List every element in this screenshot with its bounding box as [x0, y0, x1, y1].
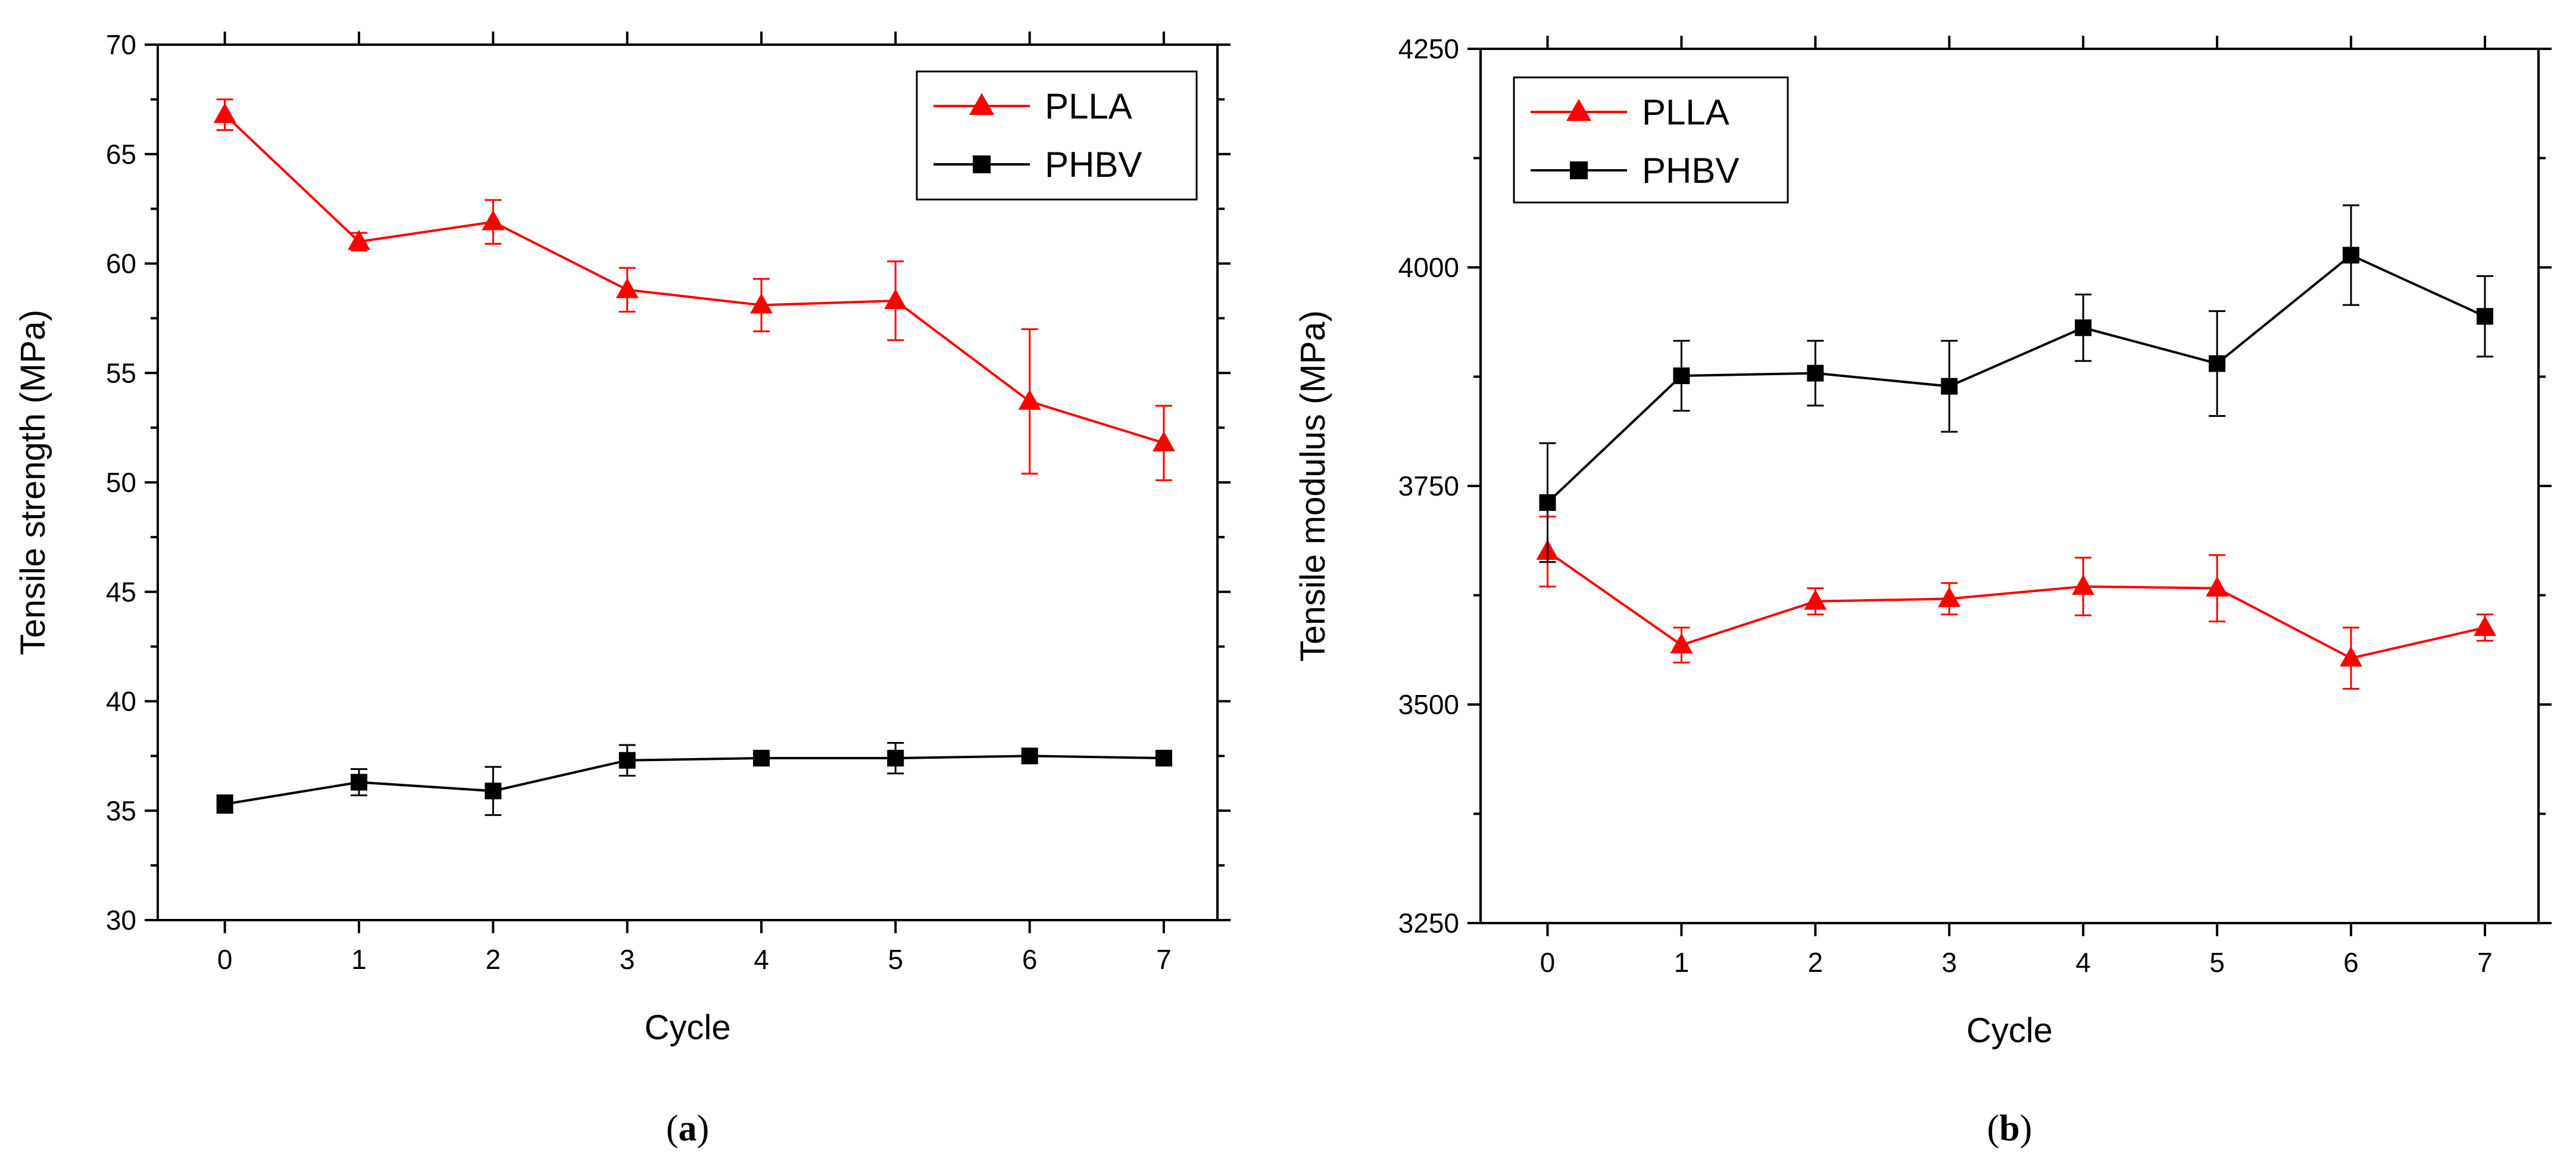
y-tick-label: 4250: [1398, 33, 1459, 64]
panel-caption-letter: a: [679, 1108, 697, 1149]
legend-box: [916, 70, 1198, 201]
data-point-plla: [2072, 574, 2095, 595]
y-tick-label: 65: [106, 139, 136, 170]
data-point-plla: [1804, 589, 1827, 610]
legend-box: [1513, 76, 1789, 204]
data-point-plla: [1018, 389, 1041, 410]
series-phbv: [216, 741, 1172, 816]
data-point-phbv: [1941, 378, 1958, 395]
legend-label: PHBV: [1642, 151, 1739, 191]
x-tick-label: 7: [1156, 944, 1172, 975]
x-tick-label: 3: [620, 944, 635, 975]
legend: PLLA PHBV: [916, 70, 1198, 201]
x-tick-label: 5: [2209, 947, 2225, 978]
legend-marker: [973, 155, 991, 173]
data-point-plla: [616, 278, 639, 298]
legend-label: PHBV: [1045, 145, 1142, 185]
data-point-phbv: [619, 752, 636, 769]
data-point-plla: [213, 102, 236, 123]
panel-caption: (a): [666, 1108, 709, 1149]
x-tick-label: 2: [1808, 947, 1824, 978]
data-point-phbv: [350, 774, 367, 791]
y-tick-label: 70: [106, 29, 136, 60]
series-line-plla: [1547, 550, 2486, 660]
y-tick-label: 60: [106, 248, 136, 279]
data-point-plla: [1938, 587, 1961, 607]
data-point-phbv: [752, 750, 770, 767]
data-point-plla: [482, 210, 505, 230]
x-tick-label: 4: [2075, 947, 2091, 978]
series-line-plla: [224, 114, 1164, 444]
panel-caption: (b): [1987, 1108, 2032, 1149]
data-point-plla: [884, 288, 907, 309]
x-tick-label: 1: [351, 944, 367, 975]
x-tick-label: 6: [2343, 947, 2359, 978]
x-tick-label: 4: [754, 944, 769, 975]
data-point-plla: [2474, 615, 2497, 636]
data-point-phbv: [1673, 367, 1690, 385]
x-tick-label: 0: [217, 944, 233, 975]
x-tick-label: 0: [1540, 947, 1556, 978]
data-point-phbv: [1539, 494, 1556, 511]
y-tick-label: 3500: [1398, 689, 1459, 720]
data-point-phbv: [2343, 247, 2360, 264]
chart-b: 0 1 2 3 4 5 6 7 3250 3500 3750 4000 4250 Cycle Tensile…: [1294, 33, 2552, 1149]
series-line-phbv: [1547, 254, 2486, 504]
y-tick-label: 45: [106, 576, 136, 607]
data-point-phbv: [2477, 308, 2494, 325]
y-tick-label: 35: [106, 795, 136, 826]
y-tick-label: 40: [106, 686, 136, 717]
panel-caption-letter: b: [1999, 1108, 2019, 1149]
data-point-phbv: [887, 750, 904, 767]
legend-marker: [1566, 99, 1591, 121]
x-tick-label: 3: [1941, 947, 1957, 978]
legend-label: PLLA: [1642, 92, 1729, 132]
x-axis-title: Cycle: [644, 1008, 730, 1047]
legend-marker: [969, 93, 994, 115]
data-point-plla: [2340, 646, 2363, 667]
x-tick-label: 5: [888, 944, 903, 975]
series-plla: [1536, 515, 2497, 690]
data-point-plla: [2206, 576, 2229, 597]
data-point-phbv: [216, 796, 233, 813]
x-tick-label: 2: [485, 944, 501, 975]
y-tick-label: 30: [106, 905, 136, 936]
y-tick-label: 4000: [1398, 252, 1459, 283]
y-tick-label: 3250: [1398, 908, 1459, 939]
data-point-plla: [347, 229, 370, 250]
data-point-phbv: [2209, 355, 2226, 372]
data-point-phbv: [485, 783, 502, 800]
data-point-phbv: [2075, 319, 2092, 336]
y-axis-title: Tensile modulus (MPa): [1294, 310, 1332, 662]
legend-marker: [1570, 161, 1588, 179]
y-tick-label: 3750: [1398, 470, 1459, 501]
data-point-phbv: [1155, 750, 1172, 767]
legend-label: PLLA: [1045, 86, 1132, 126]
x-tick-label: 7: [2477, 947, 2493, 978]
series-plla: [213, 98, 1175, 481]
x-tick-label: 6: [1022, 944, 1038, 975]
data-point-plla: [1670, 633, 1693, 654]
legend: PLLA PHBV: [1513, 76, 1789, 204]
data-point-plla: [1152, 431, 1175, 451]
x-axis-title: Cycle: [1966, 1011, 2053, 1050]
y-tick-label: 55: [106, 357, 136, 388]
data-point-phbv: [1021, 747, 1038, 765]
y-tick-label: 50: [106, 467, 136, 498]
series-phbv: [1539, 204, 2494, 563]
x-tick-label: 1: [1674, 947, 1690, 978]
data-point-plla: [750, 293, 773, 314]
data-point-phbv: [1807, 364, 1824, 382]
y-axis-title: Tensile strength (MPa): [14, 310, 52, 655]
series-line-phbv: [224, 755, 1164, 806]
